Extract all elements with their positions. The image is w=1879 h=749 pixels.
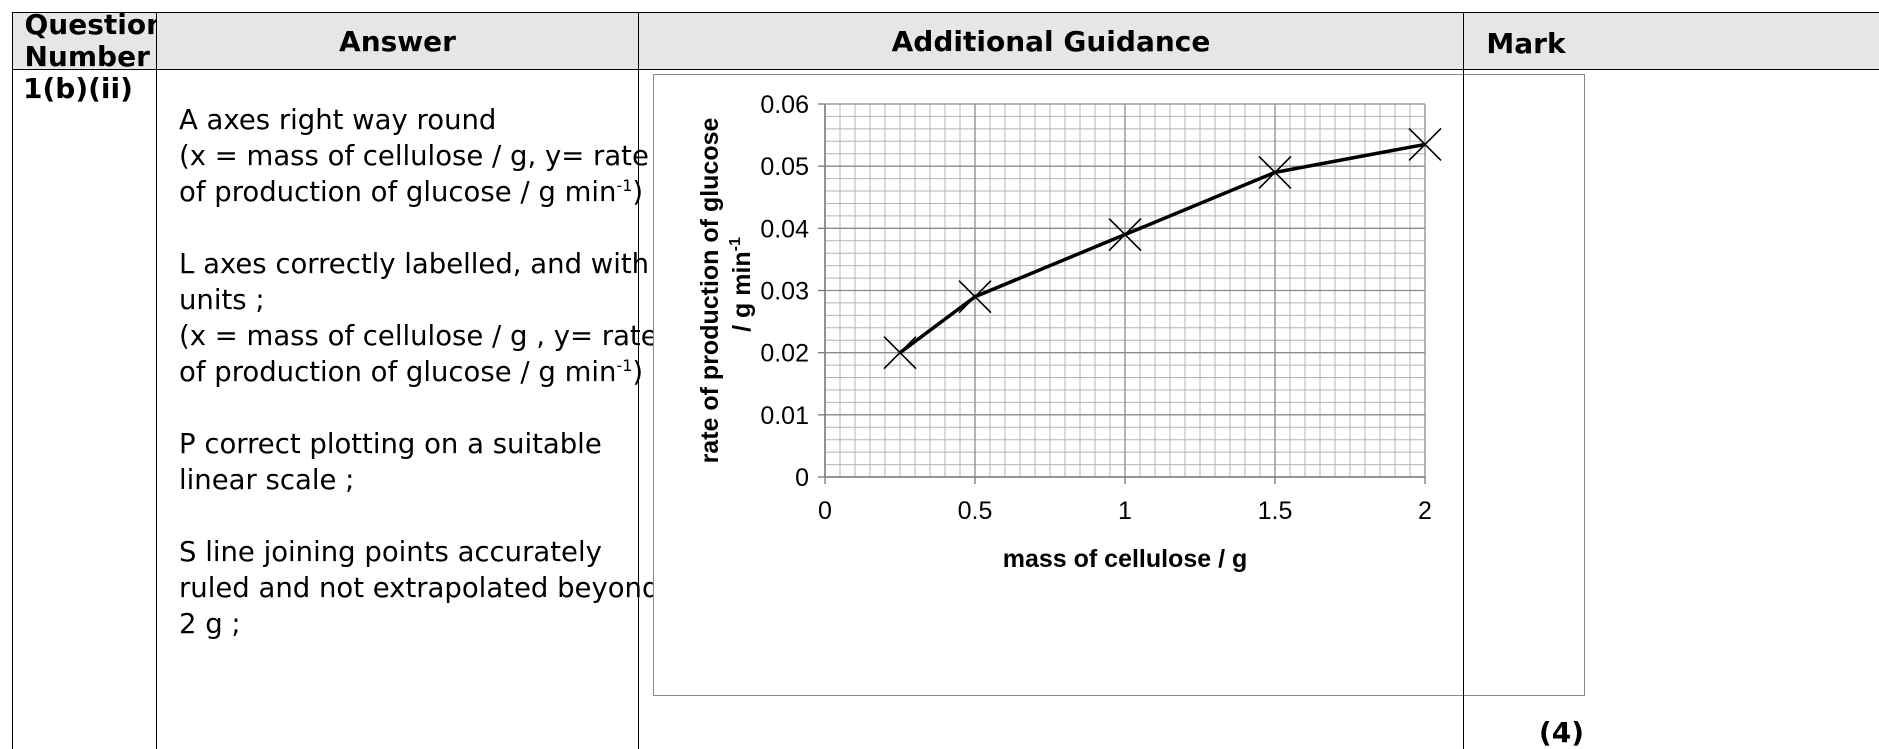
answer-line: (x = mass of cellulose / g, y= rate xyxy=(179,140,649,172)
y-axis-unit-text: / g min xyxy=(728,251,756,332)
x-tick-label: 1 xyxy=(1118,497,1132,525)
unit-exponent: -1 xyxy=(616,175,633,195)
y-tick-label: 0.03 xyxy=(760,278,809,306)
mark-cell: (4) xyxy=(1463,69,1879,749)
y-tick-label: 0.02 xyxy=(760,340,809,368)
x-tick-label: 0 xyxy=(818,497,832,525)
answer-line: of production of glucose / g min xyxy=(179,176,617,208)
marker-stroke xyxy=(1408,127,1442,161)
header-mark: Mark xyxy=(1463,12,1879,69)
marker-stroke xyxy=(1108,217,1142,252)
y-axis-unit-exponent: -1 xyxy=(727,237,744,251)
question-number-cell: 1(b)(ii) xyxy=(12,69,156,749)
header-guidance-label: Additional Guidance xyxy=(891,24,1211,58)
answer-line: S line joining points accurately xyxy=(179,536,602,568)
answer-point: L axes correctly labelled, and with units… xyxy=(179,246,739,390)
x-tick-label: 0.5 xyxy=(958,497,993,525)
header-additional-guidance: Additional Guidance xyxy=(638,12,1463,69)
header-question-number: Question Number xyxy=(12,9,166,73)
y-tick-label: 0.06 xyxy=(760,91,809,119)
answer-line: linear scale ; xyxy=(179,464,355,496)
marker-stroke xyxy=(883,336,917,370)
mark-value: (4) xyxy=(1538,716,1584,749)
y-tick-label: 0.01 xyxy=(760,402,809,430)
x-tick-label: 2 xyxy=(1418,497,1432,525)
series-line xyxy=(898,142,1426,355)
unit-exponent: -1 xyxy=(616,355,633,375)
answer-point: S line joining points accurately ruled an… xyxy=(179,534,739,642)
y-tick-label: 0 xyxy=(795,464,809,492)
marker-stroke xyxy=(958,280,992,314)
data-point-marker xyxy=(1108,217,1142,252)
header-mark-label: Mark xyxy=(1486,27,1566,60)
answer-cell: A axes right way round (x = mass of cellu… xyxy=(156,69,661,749)
marker-stroke xyxy=(1258,155,1292,189)
y-axis-label-unit: / g min-1 xyxy=(727,237,756,332)
mark-scheme-table: Question Number Answer Additional Guidan… xyxy=(12,9,1879,749)
header-question-number-label: Question Number xyxy=(24,8,167,73)
header-answer: Answer xyxy=(156,12,638,69)
y-tick-label: 0.04 xyxy=(760,215,809,243)
data-point-marker xyxy=(958,280,992,314)
answer-line: ruled and not extrapolated beyond xyxy=(179,572,660,604)
y-axis-label: rate of production of glucose xyxy=(696,117,724,463)
chart-frame: 0 0.01 0.02 0.03 0.04 0.05 0.06 0 0.5 1 1.5 2 mass o… xyxy=(653,74,1585,696)
answer-line: L axes correctly labelled, and with xyxy=(179,248,650,280)
answer-point: P correct plotting on a suitable linear s… xyxy=(179,426,739,498)
answer-line: units ; xyxy=(179,284,265,316)
rate-vs-mass-chart: 0 0.01 0.02 0.03 0.04 0.05 0.06 0 0.5 1 1.5 2 mass o… xyxy=(696,91,1442,573)
question-number: 1(b)(ii) xyxy=(23,72,133,105)
y-tick-label: 0.05 xyxy=(760,153,809,181)
answer-line: 2 g ; xyxy=(179,608,241,640)
answer-line: of production of glucose / g min xyxy=(179,356,617,388)
x-tick-label: 1.5 xyxy=(1258,497,1293,525)
answer-line: (x = mass of cellulose / g , y= rate xyxy=(179,320,658,352)
answer-line: P correct plotting on a suitable xyxy=(179,428,602,460)
answer-points: A axes right way round (x = mass of cellu… xyxy=(179,102,739,678)
data-point-marker xyxy=(1408,127,1442,161)
guidance-cell: 0 0.01 0.02 0.03 0.04 0.05 0.06 0 0.5 1 1.5 2 mass o… xyxy=(638,69,1585,749)
data-point-marker xyxy=(1258,155,1292,189)
data-point-marker xyxy=(883,336,917,370)
x-axis-label: mass of cellulose / g xyxy=(1003,545,1248,573)
header-answer-label: Answer xyxy=(339,24,456,58)
answer-point: A axes right way round (x = mass of cellu… xyxy=(179,102,739,210)
answer-line: A axes right way round xyxy=(179,104,497,136)
